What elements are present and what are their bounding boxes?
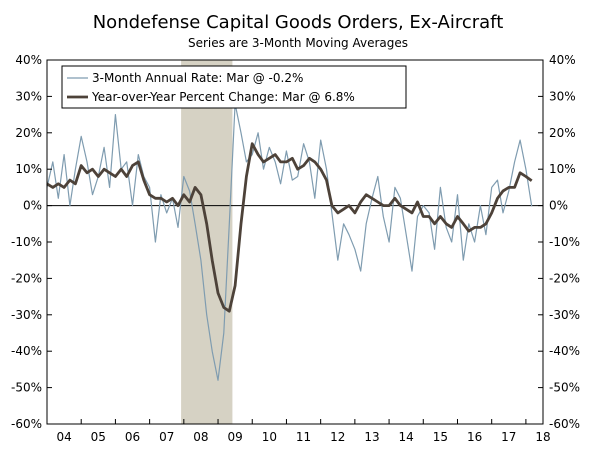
y-tick-label-right: -20% — [549, 271, 580, 285]
x-tick-label: 10 — [262, 430, 277, 444]
x-tick-label: 04 — [56, 430, 71, 444]
y-tick-label-right: -30% — [549, 308, 580, 322]
x-tick-label: 11 — [296, 430, 311, 444]
y-tick-label-right: 40% — [549, 53, 576, 67]
y-tick-label-left: 20% — [15, 126, 42, 140]
y-tick-label-right: 20% — [549, 126, 576, 140]
y-tick-label-left: 10% — [15, 162, 42, 176]
x-tick-label: 13 — [364, 430, 379, 444]
y-tick-label-left: -50% — [11, 381, 42, 395]
x-tick-label: 06 — [125, 430, 140, 444]
legend-label-yoy: Year-over-Year Percent Change: Mar @ 6.8… — [91, 90, 355, 104]
recession-shading — [181, 60, 233, 424]
legend: 3-Month Annual Rate: Mar @ -0.2% Year-ov… — [61, 65, 407, 109]
x-tick-label: 18 — [535, 430, 550, 444]
y-tick-label-right: 10% — [549, 162, 576, 176]
y-tick-label-left: -10% — [11, 235, 42, 249]
chart-title: Nondefense Capital Goods Orders, Ex-Airc… — [93, 12, 504, 33]
legend-label-annual-rate: 3-Month Annual Rate: Mar @ -0.2% — [92, 71, 303, 85]
y-tick-label-left: 30% — [15, 89, 42, 103]
y-tick-label-right: -10% — [549, 235, 580, 249]
x-tick-label: 16 — [467, 430, 482, 444]
tick-layer: -60% -60% -50% -50% -40% -40% -30% -30% -20% -20%… — [11, 53, 580, 444]
y-tick-label-right: -40% — [549, 344, 580, 358]
series-line-annual-rate — [46, 103, 533, 381]
y-tick-label-right: 30% — [549, 89, 576, 103]
x-tick-label: 17 — [501, 430, 516, 444]
y-tick-label-left: -30% — [11, 308, 42, 322]
recession-layer — [181, 60, 233, 424]
plot-frame — [46, 59, 544, 425]
series-line-yoy — [46, 142, 533, 313]
y-tick-label-right: 0% — [549, 199, 568, 213]
y-tick-label-left: 0% — [23, 199, 42, 213]
x-tick-label: 05 — [91, 430, 106, 444]
x-tick-label: 08 — [193, 430, 208, 444]
series-layer — [46, 103, 533, 381]
chart-subtitle: Series are 3-Month Moving Averages — [188, 36, 408, 50]
y-tick-label-right: -50% — [549, 381, 580, 395]
y-tick-label-left: -20% — [11, 271, 42, 285]
x-tick-label: 15 — [433, 430, 448, 444]
y-tick-label-right: -60% — [549, 417, 580, 431]
x-tick-label: 12 — [330, 430, 345, 444]
y-tick-label-left: 40% — [15, 53, 42, 67]
legend-box — [61, 65, 407, 109]
x-tick-label: 14 — [399, 430, 414, 444]
x-tick-label: 09 — [227, 430, 242, 444]
x-tick-label: 07 — [159, 430, 174, 444]
y-tick-label-left: -60% — [11, 417, 42, 431]
y-tick-label-left: -40% — [11, 344, 42, 358]
